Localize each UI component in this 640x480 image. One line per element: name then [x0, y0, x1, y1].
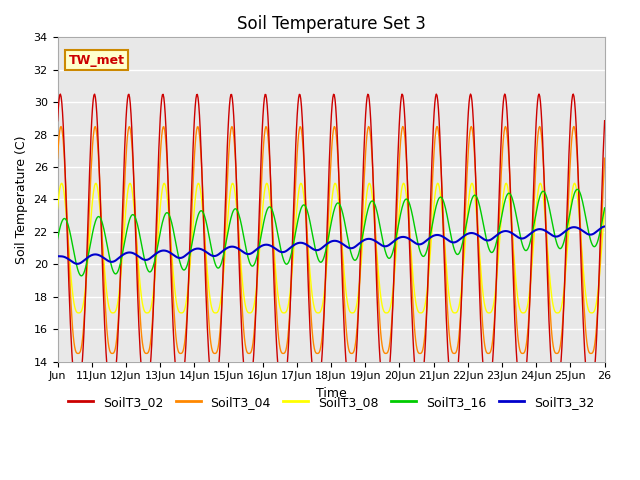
Legend: SoilT3_02, SoilT3_04, SoilT3_08, SoilT3_16, SoilT3_32: SoilT3_02, SoilT3_04, SoilT3_08, SoilT3_…	[63, 391, 600, 414]
X-axis label: Time: Time	[316, 387, 346, 400]
Text: TW_met: TW_met	[68, 54, 124, 67]
Title: Soil Temperature Set 3: Soil Temperature Set 3	[237, 15, 426, 33]
Y-axis label: Soil Temperature (C): Soil Temperature (C)	[15, 135, 28, 264]
